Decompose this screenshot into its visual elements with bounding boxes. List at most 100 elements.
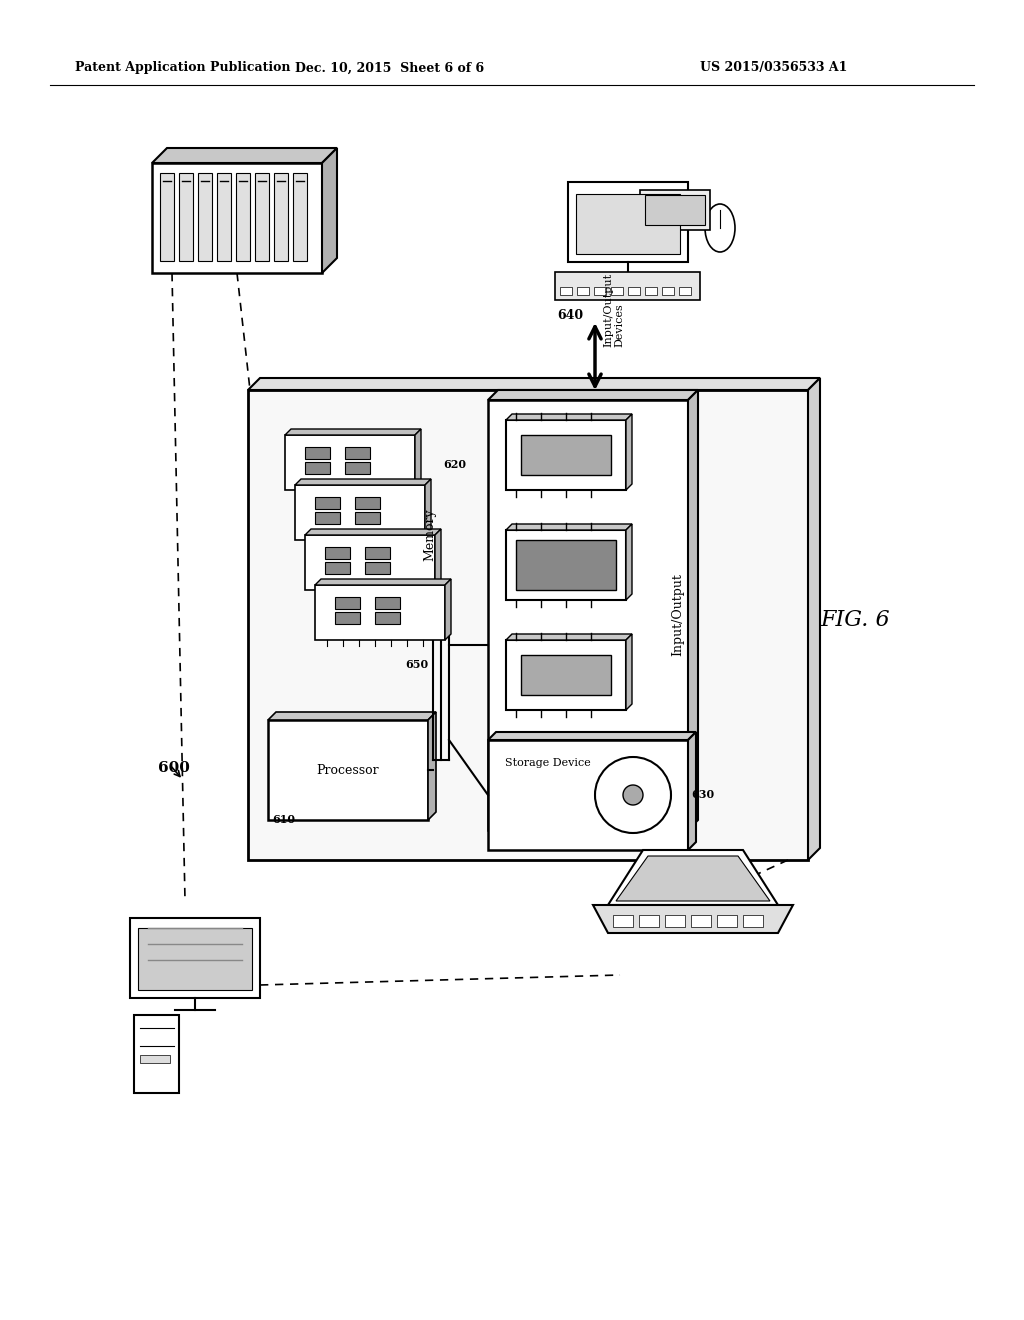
Bar [640,190,710,230]
Text: 610: 610 [272,814,295,825]
Polygon shape [305,529,441,535]
Polygon shape [315,579,451,585]
Bar [516,540,616,590]
Bar [179,173,193,261]
Bar [665,915,685,927]
Text: Storage Device: Storage Device [505,758,591,768]
Polygon shape [808,378,820,861]
Bar [305,535,435,590]
Polygon shape [688,389,698,830]
Polygon shape [322,148,337,273]
Bar [335,612,360,624]
Bar [568,182,688,261]
Text: Memory: Memory [423,508,436,561]
Bar [305,447,330,459]
Polygon shape [626,524,632,601]
Text: FIG. 6: FIG. 6 [820,609,890,631]
Bar [662,286,674,294]
Circle shape [623,785,643,805]
Bar [375,597,400,609]
Bar [613,915,633,927]
Text: Patent Application Publication: Patent Application Publication [75,62,291,74]
Bar [375,612,400,624]
Bar [345,462,370,474]
Text: 620: 620 [443,459,466,470]
Bar [325,546,350,558]
Bar [628,286,640,294]
Polygon shape [506,414,632,420]
Bar [355,498,380,510]
Bar [639,915,659,927]
Polygon shape [626,634,632,710]
Bar [335,597,360,609]
Bar [521,655,611,696]
Text: 600: 600 [158,762,189,775]
Polygon shape [435,529,441,590]
Polygon shape [616,855,770,902]
Polygon shape [415,429,421,490]
Polygon shape [445,579,451,640]
Circle shape [595,756,671,833]
Polygon shape [506,524,632,531]
Bar [365,562,390,574]
Polygon shape [688,733,696,850]
Text: Processor: Processor [316,763,379,776]
Polygon shape [285,429,421,436]
Bar [236,173,250,261]
Polygon shape [488,733,696,741]
Text: 630: 630 [691,789,714,800]
Bar [645,195,705,224]
Bar [315,512,340,524]
Bar [140,1055,170,1063]
Bar [217,173,231,261]
Bar [555,272,700,300]
Bar [248,389,808,861]
Polygon shape [268,711,436,719]
Bar [285,436,415,490]
Bar [521,436,611,475]
Bar [717,915,737,927]
Bar [645,286,657,294]
Bar [506,531,626,601]
Text: Dec. 10, 2015  Sheet 6 of 6: Dec. 10, 2015 Sheet 6 of 6 [296,62,484,74]
Text: 650: 650 [404,660,428,671]
Polygon shape [425,479,431,540]
Bar [679,286,691,294]
Bar [325,562,350,574]
Polygon shape [295,479,431,484]
Bar [268,719,428,820]
Bar [305,462,330,474]
Bar [293,173,307,261]
Bar [506,420,626,490]
Bar [611,286,623,294]
Polygon shape [428,711,436,820]
Bar [488,741,688,850]
Text: US 2015/0356533 A1: US 2015/0356533 A1 [700,62,848,74]
Polygon shape [608,850,778,906]
Bar [577,286,589,294]
Polygon shape [488,389,698,400]
Bar [506,640,626,710]
Bar [315,585,445,640]
Bar [560,286,572,294]
Bar [488,400,688,830]
Bar [594,286,606,294]
Bar [691,915,711,927]
Polygon shape [626,414,632,490]
Bar [315,498,340,510]
Text: Input/Output
Devices: Input/Output Devices [603,273,625,347]
Polygon shape [593,906,793,933]
Bar [575,194,680,253]
Polygon shape [152,148,337,162]
Bar [160,173,174,261]
Text: Input/Output: Input/Output [672,574,684,656]
Bar [345,447,370,459]
Bar [130,917,260,998]
Polygon shape [506,634,632,640]
Bar [152,162,322,273]
Bar [295,484,425,540]
Bar [365,546,390,558]
Ellipse shape [705,205,735,252]
Bar [134,1015,179,1093]
Polygon shape [248,378,820,389]
